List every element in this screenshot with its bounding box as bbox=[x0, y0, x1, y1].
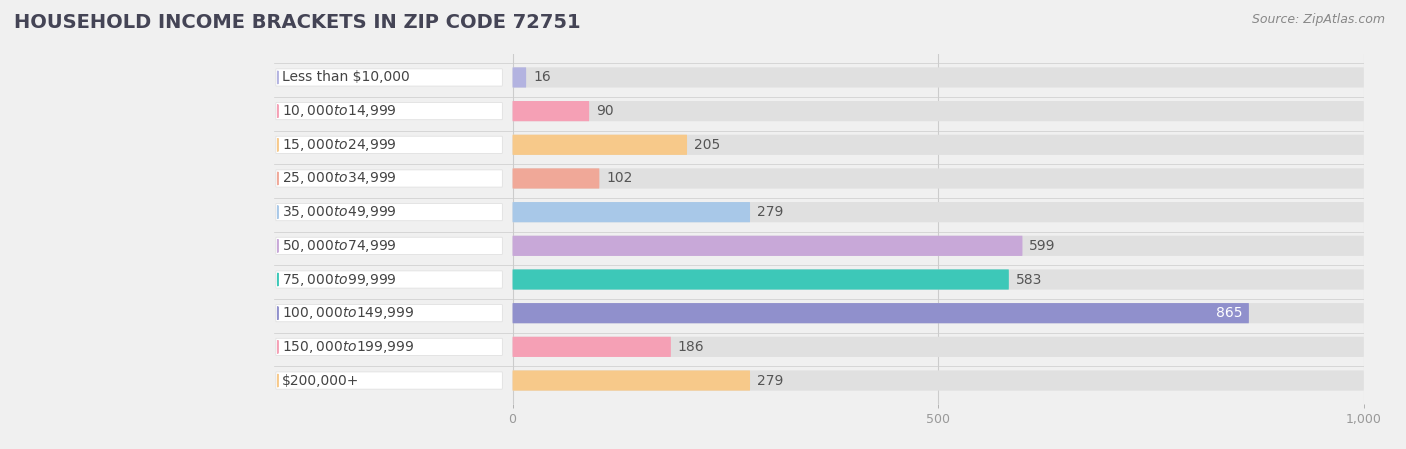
FancyBboxPatch shape bbox=[513, 135, 1364, 155]
FancyBboxPatch shape bbox=[513, 337, 671, 357]
FancyBboxPatch shape bbox=[513, 236, 1364, 256]
FancyBboxPatch shape bbox=[276, 102, 502, 120]
Text: 279: 279 bbox=[756, 374, 783, 387]
Text: $100,000 to $149,999: $100,000 to $149,999 bbox=[283, 305, 415, 321]
FancyBboxPatch shape bbox=[513, 370, 749, 391]
FancyBboxPatch shape bbox=[276, 203, 502, 221]
Text: $150,000 to $199,999: $150,000 to $199,999 bbox=[283, 339, 415, 355]
FancyBboxPatch shape bbox=[276, 338, 502, 356]
FancyBboxPatch shape bbox=[513, 337, 1364, 357]
FancyBboxPatch shape bbox=[513, 202, 749, 222]
Text: 16: 16 bbox=[533, 70, 551, 84]
FancyBboxPatch shape bbox=[513, 236, 1022, 256]
FancyBboxPatch shape bbox=[513, 67, 1364, 88]
Text: 102: 102 bbox=[606, 172, 633, 185]
Text: $35,000 to $49,999: $35,000 to $49,999 bbox=[283, 204, 396, 220]
FancyBboxPatch shape bbox=[513, 303, 1249, 323]
FancyBboxPatch shape bbox=[513, 269, 1364, 290]
Text: 205: 205 bbox=[693, 138, 720, 152]
FancyBboxPatch shape bbox=[276, 69, 502, 86]
FancyBboxPatch shape bbox=[513, 101, 589, 121]
Text: $50,000 to $74,999: $50,000 to $74,999 bbox=[283, 238, 396, 254]
FancyBboxPatch shape bbox=[513, 168, 599, 189]
Text: $200,000+: $200,000+ bbox=[283, 374, 360, 387]
FancyBboxPatch shape bbox=[513, 202, 1364, 222]
FancyBboxPatch shape bbox=[276, 271, 502, 288]
FancyBboxPatch shape bbox=[276, 170, 502, 187]
Text: 583: 583 bbox=[1015, 273, 1042, 286]
FancyBboxPatch shape bbox=[513, 168, 1364, 189]
FancyBboxPatch shape bbox=[513, 370, 1364, 391]
FancyBboxPatch shape bbox=[513, 135, 688, 155]
Text: Source: ZipAtlas.com: Source: ZipAtlas.com bbox=[1251, 13, 1385, 26]
Text: $10,000 to $14,999: $10,000 to $14,999 bbox=[283, 103, 396, 119]
FancyBboxPatch shape bbox=[276, 237, 502, 255]
Text: $15,000 to $24,999: $15,000 to $24,999 bbox=[283, 137, 396, 153]
Text: $25,000 to $34,999: $25,000 to $34,999 bbox=[283, 171, 396, 186]
Text: 599: 599 bbox=[1029, 239, 1056, 253]
Text: Less than $10,000: Less than $10,000 bbox=[283, 70, 411, 84]
Text: $75,000 to $99,999: $75,000 to $99,999 bbox=[283, 272, 396, 287]
FancyBboxPatch shape bbox=[513, 303, 1364, 323]
Text: 90: 90 bbox=[596, 104, 613, 118]
Text: 279: 279 bbox=[756, 205, 783, 219]
FancyBboxPatch shape bbox=[276, 304, 502, 322]
Text: HOUSEHOLD INCOME BRACKETS IN ZIP CODE 72751: HOUSEHOLD INCOME BRACKETS IN ZIP CODE 72… bbox=[14, 13, 581, 32]
FancyBboxPatch shape bbox=[276, 136, 502, 154]
FancyBboxPatch shape bbox=[513, 67, 526, 88]
FancyBboxPatch shape bbox=[276, 372, 502, 389]
Text: 865: 865 bbox=[1216, 306, 1241, 320]
Text: 186: 186 bbox=[678, 340, 704, 354]
FancyBboxPatch shape bbox=[513, 269, 1010, 290]
FancyBboxPatch shape bbox=[513, 101, 1364, 121]
